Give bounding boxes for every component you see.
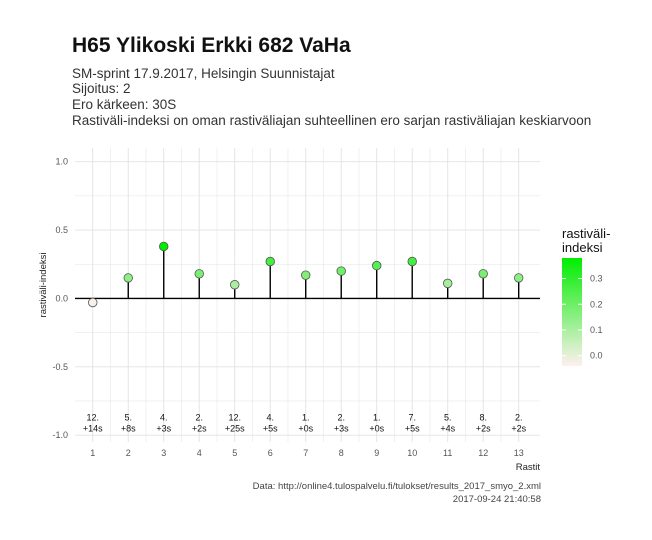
- chart-title: H65 Ylikoski Erkki 682 VaHa: [72, 34, 351, 57]
- caption-timestamp: 2017-09-24 21:40:58: [452, 494, 541, 505]
- point-7: [301, 270, 311, 280]
- point-label-time: +0s: [369, 424, 384, 434]
- point-label-rank: 12.: [86, 413, 99, 423]
- point-label-time: +2s: [511, 424, 526, 434]
- legend-tick-label: 0.3: [590, 274, 603, 284]
- x-tick-label: 8: [339, 448, 344, 458]
- point-label-time: +3s: [156, 424, 171, 434]
- point-2: [123, 273, 133, 283]
- point-label-time: +0s: [298, 424, 313, 434]
- x-tick-label: 12: [478, 448, 488, 458]
- x-tick-label: 9: [374, 448, 379, 458]
- point-label-rank: 12.: [228, 413, 241, 423]
- x-tick-label: 11: [443, 448, 452, 458]
- point-6: [265, 256, 275, 267]
- y-tick-label: 1.0: [55, 157, 68, 167]
- point-label-rank: 2.: [515, 413, 523, 423]
- x-tick-label: 7: [303, 448, 308, 458]
- point-4: [194, 269, 204, 279]
- subtitle-gap: Ero kärkeen: 30S: [72, 97, 177, 112]
- point-label-time: +8s: [121, 424, 136, 434]
- caption-source: Data: http://online4.tulospalvelu.fi/tul…: [252, 481, 541, 492]
- x-tick-label: 1: [90, 448, 95, 458]
- legend-colorbar: [562, 258, 582, 366]
- point-label-time: +25s: [225, 424, 245, 434]
- y-tick-label: -1.0: [52, 430, 68, 440]
- point-label-rank: 4.: [266, 413, 274, 423]
- y-axis-label: rastiväli-indeksi: [38, 253, 49, 318]
- legend-title: rastiväli-: [562, 226, 610, 241]
- y-tick-label: -0.5: [52, 362, 68, 372]
- x-axis-label: Rastit: [516, 462, 541, 473]
- point-label-rank: 7.: [408, 413, 416, 423]
- point-label-rank: 5.: [124, 413, 132, 423]
- point-label-time: +5s: [263, 424, 278, 434]
- point-label-time: +2s: [192, 424, 207, 434]
- point-label-time: +3s: [334, 424, 349, 434]
- legend-tick-label: 0.0: [590, 351, 603, 361]
- legend-title: indeksi: [562, 240, 603, 255]
- point-label-rank: 4.: [160, 413, 168, 423]
- point-label-time: +4s: [440, 424, 455, 434]
- point-label-time: +2s: [476, 424, 491, 434]
- x-tick-label: 10: [407, 448, 417, 458]
- point-10: [407, 256, 417, 267]
- point-label-rank: 1.: [373, 413, 381, 423]
- x-tick-label: 2: [126, 448, 131, 458]
- x-tick-label: 6: [268, 448, 273, 458]
- point-label-time: +5s: [405, 424, 420, 434]
- legend-tick-label: 0.2: [590, 299, 603, 309]
- point-label-rank: 2.: [337, 413, 345, 423]
- x-tick-label: 3: [161, 448, 166, 458]
- point-label-rank: 5.: [444, 413, 452, 423]
- point-13: [514, 273, 524, 283]
- point-label-rank: 8.: [479, 413, 487, 423]
- x-tick-label: 5: [232, 448, 237, 458]
- point-label-rank: 1.: [302, 413, 310, 423]
- point-9: [372, 260, 382, 271]
- x-tick-label: 4: [197, 448, 202, 458]
- subtitle-placement: Sijoitus: 2: [72, 81, 131, 96]
- point-8: [336, 266, 346, 276]
- y-tick-label: 0.0: [55, 293, 68, 303]
- y-tick-label: 0.5: [55, 225, 68, 235]
- point-1: [88, 297, 98, 308]
- subtitle-event: SM-sprint 17.9.2017, Helsingin Suunnista…: [72, 66, 335, 81]
- point-5: [230, 280, 240, 290]
- point-3: [159, 241, 169, 252]
- x-tick-label: 13: [514, 448, 524, 458]
- point-11: [443, 278, 453, 289]
- legend-tick-label: 0.1: [590, 325, 603, 335]
- point-12: [478, 269, 488, 279]
- point-label-rank: 2.: [195, 413, 203, 423]
- point-label-time: +14s: [83, 424, 103, 434]
- subtitle-description: Rastiväli-indeksi on oman rastiväliajan …: [72, 113, 592, 128]
